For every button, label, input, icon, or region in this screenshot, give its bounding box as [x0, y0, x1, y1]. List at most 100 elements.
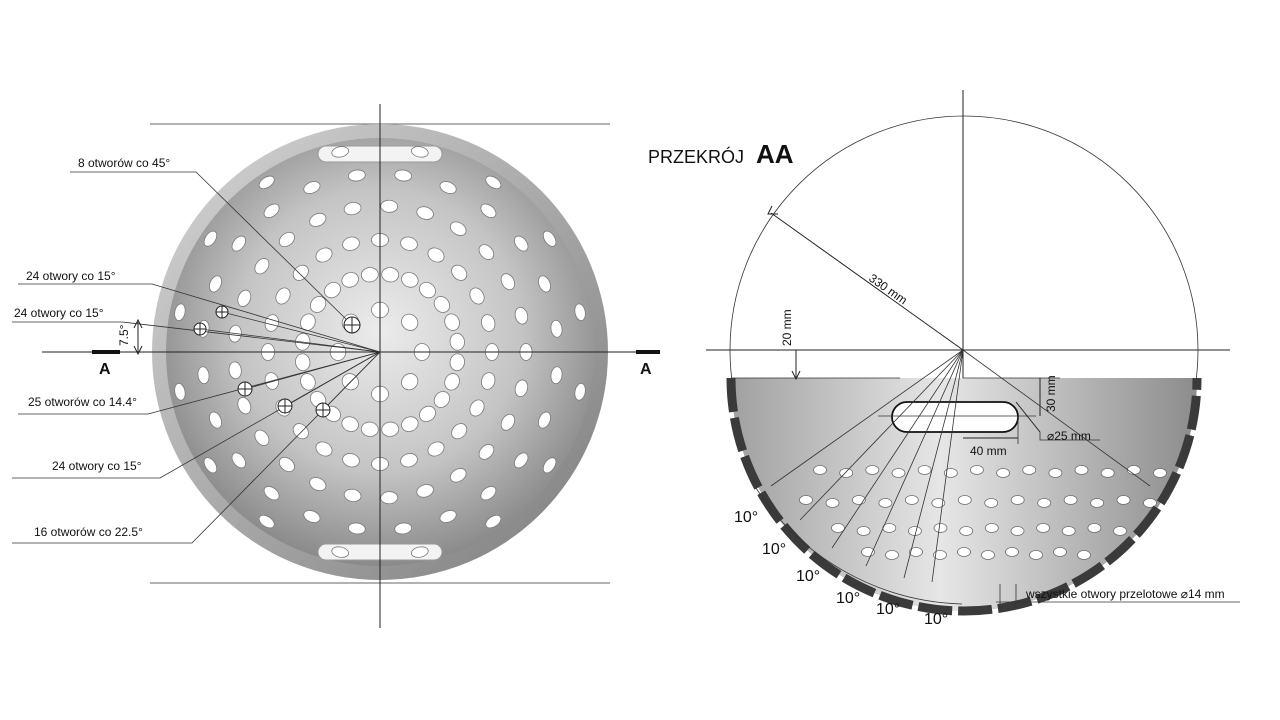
section-hole [1036, 523, 1050, 533]
strainer-hole [331, 546, 349, 558]
strainer-hole [542, 457, 557, 474]
strainer-hole [401, 373, 419, 391]
strainer-hole [394, 522, 413, 535]
strainer-hole [419, 281, 436, 299]
strainer-hole [278, 456, 295, 473]
section-hole [1053, 547, 1067, 557]
strainer-hole [341, 416, 359, 432]
section-hole [984, 523, 999, 533]
strainer-hole [451, 423, 468, 440]
callout-24-holes-a: 24 otwory co 15° [26, 269, 116, 283]
strainer-hole [292, 423, 309, 440]
section-title-prefix: PRZEKRÓJ [648, 146, 744, 167]
hole-reference-marks [193, 305, 361, 418]
leader-8-holes [70, 171, 353, 326]
section-hole [1090, 498, 1104, 508]
section-hole [1010, 526, 1025, 536]
angle-label-3: 10° [796, 568, 820, 585]
strainer-hole [324, 281, 341, 299]
strainer-hole [197, 366, 210, 385]
strainer-hole [380, 199, 399, 213]
callout-16-holes: 16 otworów co 22.5° [34, 525, 143, 539]
section-hole [1010, 495, 1025, 505]
ray-5 [322, 351, 381, 411]
strainer-hole [237, 397, 252, 415]
strainer-hole [174, 303, 186, 321]
strainer-hole [360, 267, 379, 283]
strainer-hole [469, 287, 485, 305]
section-hole [878, 498, 893, 508]
strainer-hole [411, 146, 429, 158]
section-hole [885, 550, 899, 560]
angle-label-1: 10° [734, 509, 758, 526]
top-view: A A 7.5° 8 otworów co 45° 24 otwory co [12, 104, 660, 628]
strainer-hole [231, 452, 246, 469]
section-hole [1063, 495, 1078, 505]
angle-label-5: 10° [876, 601, 900, 618]
strainer-hole [500, 413, 516, 431]
section-hole [825, 498, 840, 508]
strainer-hole [444, 313, 460, 331]
strainer-hole [416, 206, 434, 220]
section-hole [959, 526, 974, 536]
section-hole [1116, 495, 1131, 505]
section-hole [981, 550, 995, 560]
strainer-hole [400, 453, 418, 468]
strainer-hole [331, 146, 349, 158]
ray-4 [284, 351, 381, 407]
section-mark-right: A [640, 361, 652, 378]
section-mark-left: A [99, 361, 111, 378]
strainer-hole [538, 275, 551, 293]
strainer-hole [360, 421, 379, 437]
strainer-hole [439, 510, 457, 523]
strainer-hole [203, 230, 218, 247]
strainer-hole [411, 546, 429, 558]
strainer-hole [514, 452, 529, 469]
strainer-hole [381, 421, 400, 437]
strainer-hole [419, 405, 436, 423]
section-hole [1153, 468, 1167, 478]
section-hole [957, 495, 972, 505]
strainer-hole [300, 313, 316, 331]
arrow-radius-icon [767, 205, 778, 215]
strainer-hole [278, 231, 295, 248]
strainer-hole [342, 236, 360, 251]
angle-label-6: 10° [924, 611, 948, 628]
strainer-hole [485, 175, 502, 190]
section-hole [813, 465, 827, 475]
angle-arc [755, 487, 963, 605]
section-hole [1126, 465, 1141, 475]
slot-height-label: 30 mm [1044, 375, 1058, 412]
strainer-hole [439, 181, 457, 194]
strainer-hole [228, 361, 242, 380]
strainer-hole [380, 491, 399, 505]
hole-angle-rays [770, 349, 1151, 583]
section-hole [917, 465, 932, 475]
section-hole [1087, 523, 1102, 533]
strainer-hole [444, 373, 460, 391]
section-hole [933, 550, 947, 560]
section-hole [996, 468, 1010, 478]
strainer-hole [237, 289, 252, 307]
strainer-hole [480, 486, 497, 501]
strainer-hole [309, 296, 327, 313]
strainer-hole [309, 477, 327, 492]
strainer-hole [342, 453, 360, 468]
ray-3 [244, 351, 381, 390]
section-view: PRZEKRÓJ AA 330 mm 20 mm 30 mm 40 mm [648, 90, 1240, 628]
strainer-hole [300, 373, 316, 391]
strainer-hole [209, 275, 222, 293]
slot-diameter-label: ⌀25 mm [1047, 429, 1091, 443]
strainer-hole [514, 379, 529, 398]
section-hole [957, 547, 971, 557]
radius-dimension-line [770, 212, 964, 351]
strainer-hole [203, 457, 218, 474]
strainer-hole [449, 353, 465, 372]
strainer-hole [343, 201, 362, 216]
strainer-hole [303, 510, 321, 523]
strainer-hole [341, 272, 359, 288]
strainer-hole [478, 444, 495, 460]
section-hole [904, 495, 919, 505]
section-hole [970, 465, 984, 475]
